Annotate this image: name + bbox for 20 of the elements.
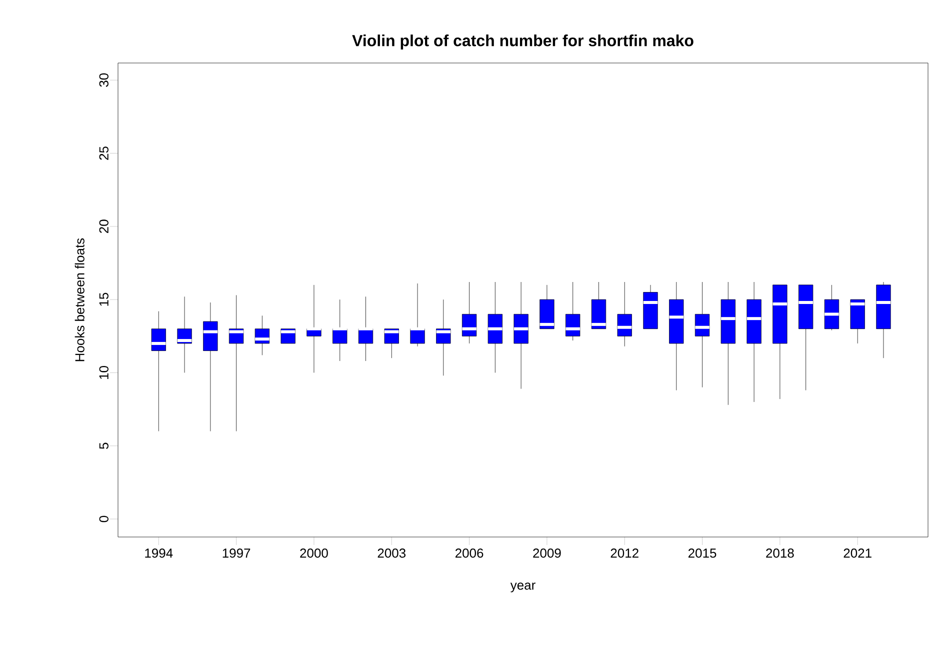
y-tick-label: 15 xyxy=(99,292,108,306)
x-tick-label: 2009 xyxy=(533,548,561,558)
x-tick-label: 2012 xyxy=(610,548,638,558)
x-tick-label: 2006 xyxy=(455,548,484,558)
x-tick-label: 2003 xyxy=(378,548,406,558)
x-tick-label: 1994 xyxy=(145,548,173,558)
y-tick-label: 5 xyxy=(99,442,108,449)
y-tick-label: 25 xyxy=(99,146,108,160)
x-axis-title: year xyxy=(510,582,536,592)
y-tick-label: 10 xyxy=(99,366,108,379)
x-tick-label: 2015 xyxy=(688,548,716,558)
x-tick-label: 2018 xyxy=(766,548,794,558)
y-tick-label: 20 xyxy=(99,220,108,233)
chart-title: Violin plot of catch number for shortfin mako xyxy=(352,34,694,50)
x-tick-label: 2021 xyxy=(844,548,872,558)
x-tick-label: 2000 xyxy=(300,548,328,558)
x-tick-label: 1997 xyxy=(222,548,250,558)
y-tick-label: 0 xyxy=(99,516,108,522)
y-tick-label: 30 xyxy=(99,73,108,87)
y-axis-title: Hooks between floats xyxy=(74,238,84,362)
